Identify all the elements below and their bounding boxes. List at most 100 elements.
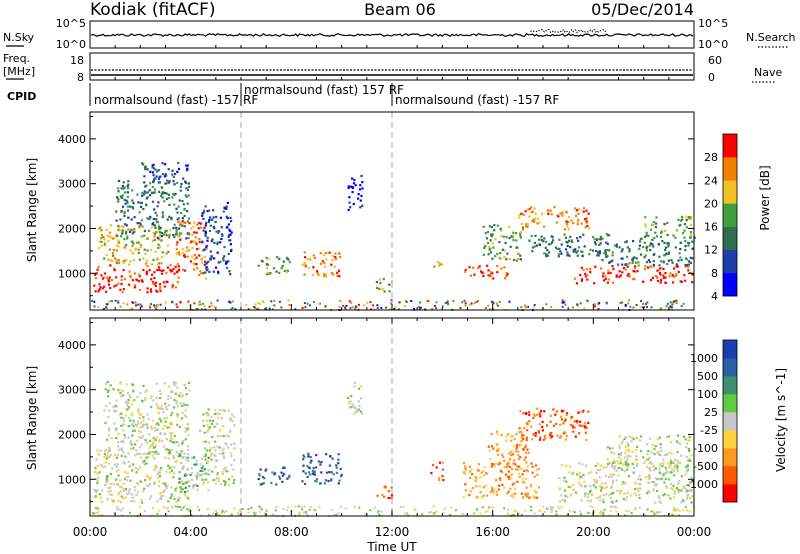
range-cell <box>202 478 205 481</box>
range-cell <box>229 239 232 242</box>
range-cell <box>165 437 168 441</box>
range-cell <box>678 510 681 513</box>
range-cell <box>522 480 525 483</box>
range-cell <box>206 236 209 239</box>
range-cell <box>586 300 589 303</box>
range-cell <box>354 184 357 187</box>
range-cell <box>531 220 534 223</box>
range-cell <box>155 436 158 439</box>
range-cell <box>663 472 666 475</box>
range-cell <box>468 266 471 269</box>
range-cell <box>676 468 679 471</box>
range-cell <box>226 201 229 204</box>
range-cell <box>173 384 176 387</box>
range-cell <box>383 290 386 293</box>
range-cell <box>315 270 319 273</box>
range-cell <box>308 466 311 469</box>
range-cell <box>115 262 118 265</box>
range-cell <box>505 258 508 261</box>
range-cell <box>660 477 663 480</box>
range-cell <box>538 438 542 441</box>
range-cell <box>130 240 133 243</box>
range-cell <box>225 481 228 484</box>
range-cell <box>575 282 579 285</box>
range-cell <box>176 486 179 489</box>
range-cell <box>582 409 585 412</box>
range-cell <box>129 442 132 445</box>
range-cell <box>232 468 235 471</box>
range-cell <box>579 510 582 513</box>
range-cell <box>105 254 108 257</box>
range-cell <box>101 489 104 492</box>
range-cell <box>575 209 578 212</box>
range-cell <box>635 487 638 491</box>
noise-trace <box>90 33 694 37</box>
range-cell <box>173 406 176 409</box>
range-cell <box>657 478 660 481</box>
range-cell <box>143 229 146 233</box>
range-cell <box>213 241 216 244</box>
range-cell <box>486 494 489 497</box>
range-cell <box>686 263 689 267</box>
range-cell <box>496 224 499 227</box>
range-cell <box>628 275 631 278</box>
range-cell <box>351 306 354 309</box>
range-cell <box>217 270 220 273</box>
range-cell <box>482 469 485 473</box>
range-cell <box>570 417 573 420</box>
range-cell <box>282 466 285 469</box>
range-cell <box>149 476 152 479</box>
range-cell <box>142 416 145 419</box>
range-cell <box>685 226 688 229</box>
range-cell <box>139 246 142 249</box>
range-cell <box>179 402 182 405</box>
range-cell <box>499 478 502 481</box>
range-cell <box>597 308 600 310</box>
range-cell <box>128 263 131 266</box>
range-cell <box>318 303 321 305</box>
range-cell <box>656 451 659 454</box>
range-cell <box>143 234 146 237</box>
range-cell <box>609 447 612 450</box>
range-cell <box>350 406 353 409</box>
range-cell <box>648 481 651 484</box>
range-cell <box>585 426 588 429</box>
range-cell <box>155 218 158 221</box>
range-cell <box>659 281 662 284</box>
range-cell <box>612 281 615 284</box>
range-cell <box>325 258 328 261</box>
range-cell <box>627 454 630 457</box>
range-cell <box>120 209 123 213</box>
range-cell <box>639 483 642 486</box>
range-cell <box>203 256 206 259</box>
range-cell <box>490 226 493 229</box>
range-cell <box>176 241 179 244</box>
range-cell <box>526 423 529 426</box>
range-cell <box>164 483 167 486</box>
range-cell <box>610 451 613 454</box>
range-cell <box>666 242 669 245</box>
range-cell <box>205 244 208 247</box>
range-cell <box>163 382 167 385</box>
range-cell <box>687 266 690 269</box>
range-cell <box>229 243 232 246</box>
range-cell <box>307 471 310 474</box>
range-cell <box>627 299 630 302</box>
range-cell <box>179 301 182 304</box>
range-cell <box>129 275 132 279</box>
range-cell <box>173 398 176 402</box>
range-cell <box>257 301 260 304</box>
range-cell <box>513 258 516 262</box>
range-cell <box>669 272 672 275</box>
range-cell <box>623 492 626 495</box>
range-cell <box>96 268 99 271</box>
range-cell <box>172 227 175 230</box>
range-cell <box>475 496 478 499</box>
range-cell <box>675 263 679 266</box>
range-cell <box>428 511 431 514</box>
range-cell <box>128 492 131 495</box>
range-cell <box>507 513 510 516</box>
range-cell <box>653 453 656 456</box>
range-cell <box>128 283 131 286</box>
range-cell <box>152 446 155 449</box>
